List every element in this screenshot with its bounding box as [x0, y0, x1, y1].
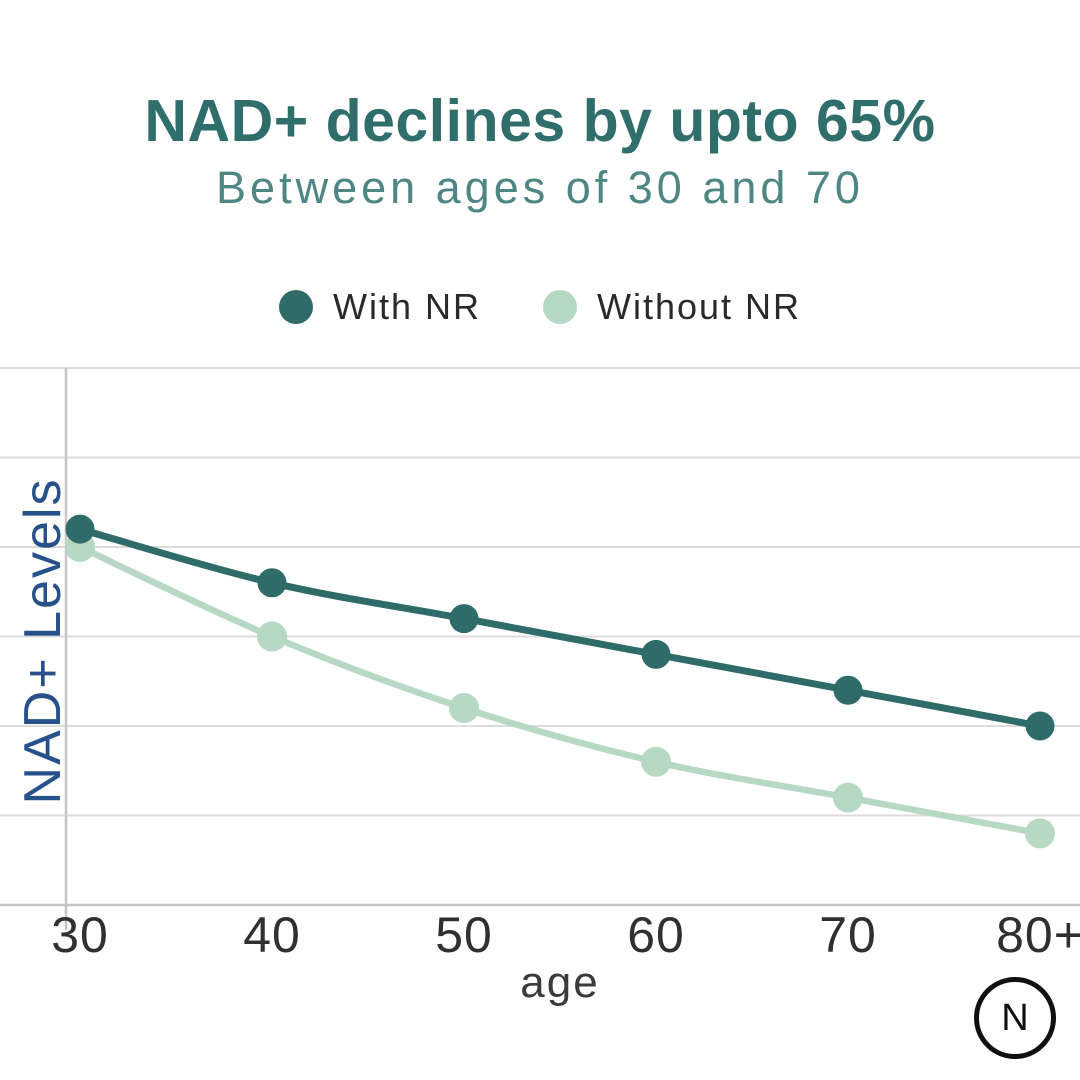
x-tick-label: 70	[819, 907, 877, 963]
data-point-with-nr	[65, 514, 95, 544]
legend-item-with-nr: With NR	[278, 286, 481, 328]
x-tick-label: 80+	[996, 907, 1080, 963]
data-point-with-nr	[641, 639, 671, 669]
series-line-without-nr	[76, 543, 1044, 837]
series-line-with-nr	[76, 525, 1044, 730]
x-tick-label: 60	[627, 907, 685, 963]
data-point-with-nr	[1025, 711, 1055, 741]
data-point-without-nr	[449, 693, 479, 724]
page-subtitle: Between ages of 30 and 70	[216, 162, 864, 213]
legend-dot-with-nr	[278, 290, 313, 324]
data-point-without-nr	[833, 782, 863, 813]
data-point-without-nr	[641, 746, 671, 777]
y-axis-label: NAD+ Levels	[14, 477, 72, 805]
page-title: NAD+ declines by upto 65%	[144, 88, 936, 154]
chart-legend: With NR Without NR	[0, 286, 1080, 328]
logo-letter: N	[1001, 996, 1029, 1039]
legend-label-with-nr: With NR	[332, 286, 481, 327]
legend-dot-without-nr	[542, 290, 577, 324]
x-tick-label: 50	[435, 907, 493, 963]
legend-item-without-nr: Without NR	[542, 286, 802, 328]
data-point-with-nr	[449, 604, 479, 634]
data-point-with-nr	[833, 675, 863, 705]
x-axis-label: age	[520, 958, 600, 1007]
x-tick-label: 30	[51, 907, 109, 963]
data-point-with-nr	[257, 568, 287, 598]
legend-label-without-nr: Without NR	[596, 286, 802, 327]
data-point-without-nr	[257, 621, 287, 652]
brand-logo: N	[974, 977, 1056, 1059]
data-point-without-nr	[1025, 818, 1055, 849]
x-tick-label: 40	[243, 907, 301, 963]
